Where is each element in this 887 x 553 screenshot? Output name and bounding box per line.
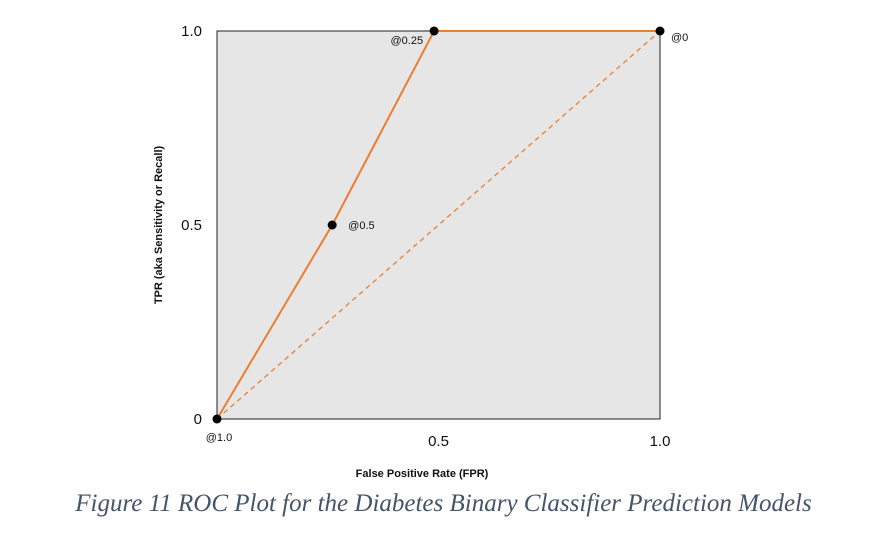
y-axis-title: TPR (aka Sensitivity or Recall) (153, 146, 165, 305)
figure-caption: Figure 11 ROC Plot for the Diabetes Bina… (75, 490, 812, 517)
threshold-label: @0.5 (348, 220, 374, 232)
threshold-label: @0 (671, 32, 688, 44)
threshold-label: @0.25 (390, 35, 423, 47)
plot-area (216, 30, 661, 420)
data-points: @1.0 @0.5 @0.25 @0 (206, 26, 688, 444)
y-tick-label: 1.0 (181, 23, 202, 40)
roc-point (212, 414, 222, 424)
roc-point (429, 26, 439, 36)
x-tick-labels: 0.5 1.0 (428, 433, 670, 450)
random-classifier-diagonal (216, 30, 661, 420)
threshold-label: @1.0 (206, 432, 232, 444)
y-tick-labels: 0 0.5 1.0 (181, 23, 202, 428)
series-layer (216, 30, 661, 420)
roc-point (655, 26, 665, 36)
roc-curve-line (216, 30, 660, 420)
x-tick-label: 0.5 (428, 433, 449, 450)
roc-chart: 0 0.5 1.0 0.5 1.0 @1.0 @0.5 @0.25 @0 False Pos… (153, 23, 688, 480)
y-tick-label: 0 (194, 411, 202, 428)
x-axis-title: False Positive Rate (FPR) (356, 468, 489, 480)
roc-point (327, 220, 337, 230)
y-tick-label: 0.5 (181, 217, 202, 234)
x-tick-label: 1.0 (650, 433, 671, 450)
